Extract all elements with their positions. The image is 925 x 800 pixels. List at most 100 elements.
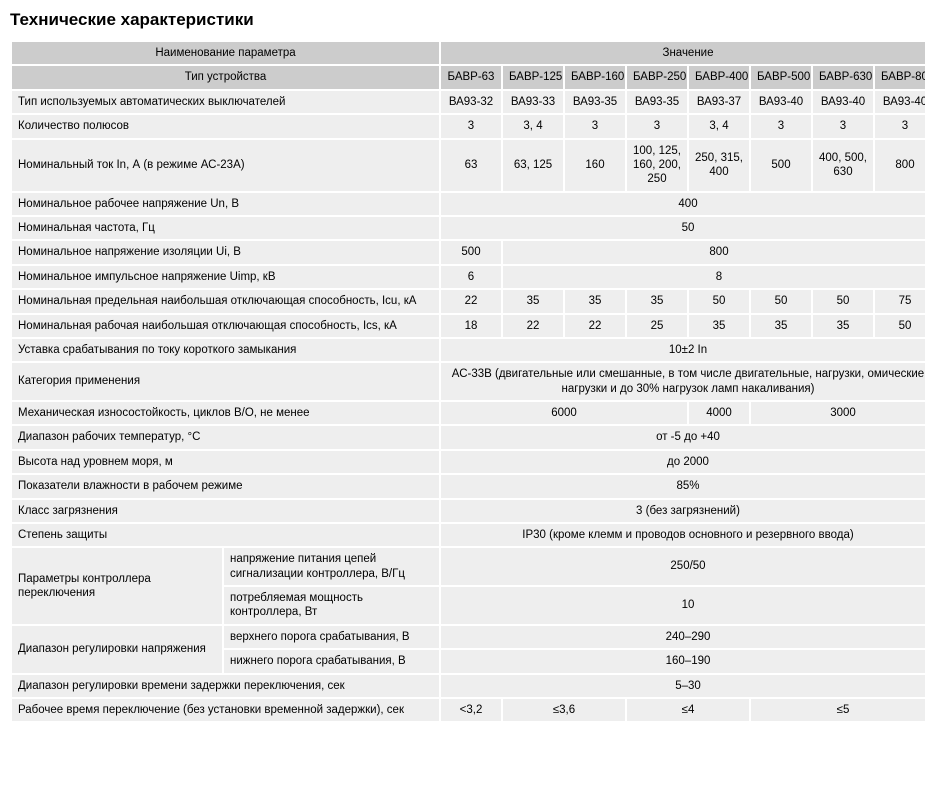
value-cell: <3,2	[441, 699, 501, 721]
table-row: Категория применения АС-33В (двигательны…	[12, 363, 925, 400]
param-label: Категория применения	[12, 363, 439, 400]
value-cell: 63	[441, 140, 501, 191]
param-label: Высота над уровнем моря, м	[12, 451, 439, 473]
param-label: Номинальное рабочее напряжение Un, В	[12, 193, 439, 215]
value-cell: ВА93-40	[875, 91, 925, 113]
table-row: Номинальное рабочее напряжение Un, В 400	[12, 193, 925, 215]
value-cell: 8	[503, 266, 925, 288]
value-cell: 35	[627, 290, 687, 312]
param-label: Степень защиты	[12, 524, 439, 546]
table-row: Диапазон регулировки напряжения верхнего…	[12, 626, 925, 648]
param-sub-label: напряжение питания цепей сигнализации ко…	[224, 548, 439, 585]
table-row: Параметры контроллера переключения напря…	[12, 548, 925, 585]
param-sub-label: потребляемая мощность контроллера, Вт	[224, 587, 439, 624]
value-cell: ВА93-35	[565, 91, 625, 113]
value-cell: 22	[441, 290, 501, 312]
model-cell: БАВР-63	[441, 66, 501, 88]
value-cell: 3, 4	[689, 115, 749, 137]
value-cell: 6000	[441, 402, 687, 424]
value-cell: 6	[441, 266, 501, 288]
param-label: Номинальный ток In, А (в режиме АС-23А)	[12, 140, 439, 191]
value-cell: ВА93-40	[751, 91, 811, 113]
value-cell: АС-33В (двигательные или смешанные, в то…	[441, 363, 925, 400]
value-cell: от -5 до +40	[441, 426, 925, 448]
value-cell: 3	[813, 115, 873, 137]
param-label: Номинальная предельная наибольшая отключ…	[12, 290, 439, 312]
value-cell: ВА93-32	[441, 91, 501, 113]
param-label: Механическая износостойкость, циклов В/О…	[12, 402, 439, 424]
param-sub-label: нижнего порога срабатывания, В	[224, 650, 439, 672]
model-cell: БАВР-160	[565, 66, 625, 88]
table-row: Степень защиты IP30 (кроме клемм и прово…	[12, 524, 925, 546]
value-cell: 400	[441, 193, 925, 215]
table-row: Диапазон регулировки времени задержки пе…	[12, 675, 925, 697]
value-cell: 50	[689, 290, 749, 312]
value-cell: 160–190	[441, 650, 925, 672]
value-cell: ВА93-37	[689, 91, 749, 113]
value-cell: 85%	[441, 475, 925, 497]
param-label: Номинальная рабочая наибольшая отключающ…	[12, 315, 439, 337]
page-title: Технические характеристики	[10, 10, 915, 30]
value-cell: 22	[503, 315, 563, 337]
value-cell: ВА93-33	[503, 91, 563, 113]
value-cell: ≤5	[751, 699, 925, 721]
value-cell: 100, 125, 160, 200, 250	[627, 140, 687, 191]
value-cell: 10	[441, 587, 925, 624]
value-cell: 3000	[751, 402, 925, 424]
param-label: Номинальная частота, Гц	[12, 217, 439, 239]
value-cell: 50	[813, 290, 873, 312]
value-cell: 160	[565, 140, 625, 191]
model-cell: БАВР-400	[689, 66, 749, 88]
value-cell: 10±2 In	[441, 339, 925, 361]
device-type-row: Тип устройства БАВР-63 БАВР-125 БАВР-160…	[12, 66, 925, 88]
value-cell: ВА93-35	[627, 91, 687, 113]
param-label: Диапазон регулировки времени задержки пе…	[12, 675, 439, 697]
value-cell: 3	[751, 115, 811, 137]
table-row: Номинальная частота, Гц 50	[12, 217, 925, 239]
value-cell: 240–290	[441, 626, 925, 648]
value-cell: 35	[751, 315, 811, 337]
param-label: Показатели влажности в рабочем режиме	[12, 475, 439, 497]
model-cell: БАВР-125	[503, 66, 563, 88]
param-label: Номинальное напряжение изоляции Ui, В	[12, 241, 439, 263]
value-cell: 5–30	[441, 675, 925, 697]
value-cell: 3	[441, 115, 501, 137]
value-cell: 400, 500, 630	[813, 140, 873, 191]
value-cell: до 2000	[441, 451, 925, 473]
table-row: Номинальное импульсное напряжение Uimp, …	[12, 266, 925, 288]
device-type-label: Тип устройства	[12, 66, 439, 88]
value-cell: 50	[751, 290, 811, 312]
param-label: Диапазон рабочих температур, °С	[12, 426, 439, 448]
param-label: Номинальное импульсное напряжение Uimp, …	[12, 266, 439, 288]
value-cell: 50	[441, 217, 925, 239]
value-cell: 3	[565, 115, 625, 137]
value-cell: 4000	[689, 402, 749, 424]
param-group-label: Диапазон регулировки напряжения	[12, 626, 222, 673]
value-cell: 500	[751, 140, 811, 191]
table-row: Номинальная предельная наибольшая отключ…	[12, 290, 925, 312]
value-cell: 500	[441, 241, 501, 263]
header-param: Наименование параметра	[12, 42, 439, 64]
model-cell: БАВР-800	[875, 66, 925, 88]
table-row: Тип используемых автоматических выключат…	[12, 91, 925, 113]
value-cell: 35	[503, 290, 563, 312]
model-cell: БАВР-500	[751, 66, 811, 88]
value-cell: 250/50	[441, 548, 925, 585]
table-row: Высота над уровнем моря, м до 2000	[12, 451, 925, 473]
table-header-row: Наименование параметра Значение	[12, 42, 925, 64]
table-row: Механическая износостойкость, циклов В/О…	[12, 402, 925, 424]
value-cell: 35	[565, 290, 625, 312]
value-cell: 3 (без загрязнений)	[441, 500, 925, 522]
value-cell: 35	[689, 315, 749, 337]
value-cell: 35	[813, 315, 873, 337]
table-row: Номинальное напряжение изоляции Ui, В 50…	[12, 241, 925, 263]
value-cell: 25	[627, 315, 687, 337]
param-label: Количество полюсов	[12, 115, 439, 137]
value-cell: 800	[503, 241, 925, 263]
value-cell: ≤4	[627, 699, 749, 721]
value-cell: ≤3,6	[503, 699, 625, 721]
value-cell: 800	[875, 140, 925, 191]
table-row: Количество полюсов 3 3, 4 3 3 3, 4 3 3 3	[12, 115, 925, 137]
table-row: Показатели влажности в рабочем режиме 85…	[12, 475, 925, 497]
model-cell: БАВР-250	[627, 66, 687, 88]
